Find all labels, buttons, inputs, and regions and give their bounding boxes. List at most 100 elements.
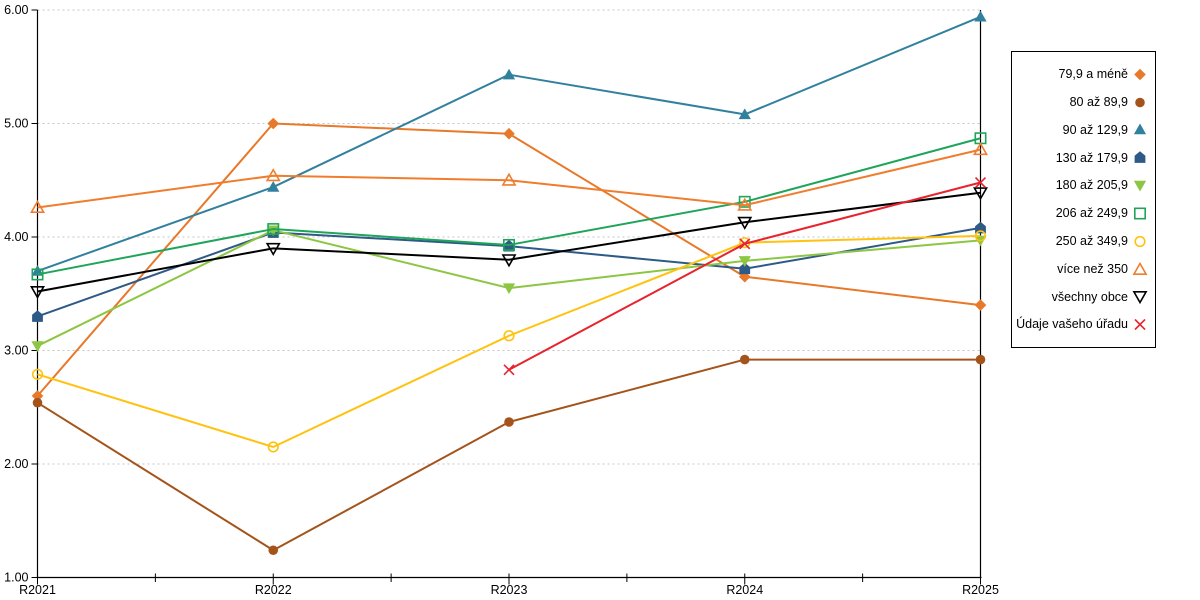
legend-item-label: 206 až 249,9: [1055, 206, 1128, 221]
data-point-marker: [267, 117, 280, 130]
legend-item-label: Údaje vašeho úřadu: [1016, 317, 1128, 332]
data-point-marker: [739, 354, 750, 365]
legend-item-6: 250 až 349,9: [1012, 234, 1155, 249]
data-point-marker: [1133, 123, 1147, 135]
y-tick-label: 3.00: [4, 344, 28, 358]
data-point-marker: [1135, 97, 1145, 107]
legend-marker-icon: [1133, 180, 1147, 192]
data-point-marker: [974, 299, 987, 311]
data-point-marker: [738, 195, 751, 208]
legend-marker-icon: [1132, 291, 1148, 305]
y-tick-label: 5.00: [4, 117, 28, 131]
data-point-marker: [30, 199, 45, 213]
legend-item-label: více než 350: [1057, 261, 1128, 276]
data-point-marker: [265, 168, 281, 182]
legend-marker-icon: [1134, 151, 1146, 164]
legend-item-1: 80 až 89,9: [1012, 95, 1155, 110]
data-point-marker: [31, 268, 44, 281]
legend-item-label: 130 až 179,9: [1055, 150, 1128, 165]
series-line: [37, 191, 981, 293]
legend-marker-icon: [1134, 319, 1146, 331]
data-point-marker: [31, 368, 44, 380]
data-point-marker: [975, 354, 986, 365]
data-point-marker: [1134, 68, 1146, 81]
data-point-marker: [738, 270, 751, 283]
data-point-marker: [32, 397, 43, 408]
x-tick-label: R2024: [726, 583, 763, 597]
data-point-marker: [267, 181, 280, 192]
data-point-marker: [973, 141, 988, 156]
data-point-marker: [31, 341, 44, 352]
data-point-marker: [503, 364, 515, 376]
legend-marker-icon: [1134, 235, 1146, 247]
legend-item-7: více než 350: [1012, 261, 1155, 277]
series-line: [37, 148, 981, 209]
data-point-marker: [1134, 235, 1146, 247]
data-point-marker: [739, 238, 751, 250]
y-tick-label: 4.00: [4, 230, 28, 244]
data-point-marker: [503, 127, 515, 140]
data-point-marker: [32, 310, 43, 322]
data-point-marker: [502, 238, 515, 251]
data-point-marker: [1132, 261, 1148, 275]
x-tick-label: R2022: [255, 583, 292, 597]
data-point-marker: [974, 10, 987, 22]
series-8: [30, 187, 988, 300]
legend-marker-icon: [1135, 97, 1145, 107]
legend-item-5: 206 až 249,9: [1012, 206, 1155, 221]
data-point-marker: [267, 225, 280, 237]
data-point-marker: [1134, 319, 1146, 331]
data-point-marker: [267, 441, 279, 453]
legend-item-0: 79,9 a méně: [1012, 67, 1155, 82]
data-point-marker: [738, 256, 751, 267]
x-tick-label: R2025: [962, 583, 999, 597]
legend-item-2: 90 až 129,9: [1012, 122, 1155, 137]
data-point-marker: [737, 197, 753, 211]
data-point-marker: [737, 216, 753, 230]
legend-marker-icon: [1132, 261, 1148, 275]
data-point-marker: [502, 283, 516, 295]
series-9: [503, 176, 987, 376]
data-point-marker: [974, 176, 987, 189]
legend-marker-icon: [1133, 207, 1146, 220]
legend-marker-icon: [1133, 123, 1147, 135]
x-tick-label: R2021: [19, 583, 56, 597]
legend-marker-icon: [1134, 68, 1146, 81]
data-point-marker: [267, 223, 280, 236]
legend-item-label: 80 až 89,9: [1069, 94, 1128, 109]
y-tick-label: 6.00: [4, 3, 28, 17]
y-tick-label: 1.00: [4, 571, 28, 585]
chart-legend: 79,9 a méně 80 až 89,9 90 až 129,9 130 až 1…: [1011, 51, 1156, 348]
legend-item-label: 250 až 349,9: [1055, 233, 1128, 248]
data-point-marker: [501, 254, 517, 268]
legend-item-label: 79,9 a méně: [1058, 67, 1129, 82]
data-point-marker: [268, 545, 279, 556]
data-point-marker: [1133, 207, 1146, 220]
data-point-marker: [31, 390, 44, 402]
data-point-marker: [974, 230, 987, 242]
y-tick-label: 2.00: [4, 457, 28, 471]
data-point-marker: [501, 172, 517, 186]
legend-item-3: 130 až 179,9: [1012, 150, 1155, 165]
data-point-marker: [503, 330, 515, 342]
legend-item-label: 180 až 205,9: [1055, 178, 1128, 193]
data-point-marker: [975, 221, 986, 234]
data-point-marker: [1133, 180, 1147, 192]
data-point-marker: [1134, 151, 1146, 164]
data-point-marker: [504, 417, 514, 427]
series-line: [37, 234, 981, 448]
series-line: [36, 358, 981, 552]
data-point-marker: [738, 108, 751, 120]
legend-item-label: všechny obce: [1051, 289, 1128, 304]
data-point-marker: [739, 262, 751, 275]
legend-item-8: všechny obce: [1012, 289, 1155, 305]
series-4: [31, 225, 987, 352]
data-point-marker: [265, 242, 281, 256]
series-5: [31, 132, 987, 281]
data-point-marker: [973, 187, 988, 201]
series-7: [30, 141, 988, 213]
legend-item-label: 90 až 129,9: [1062, 122, 1128, 137]
data-point-marker: [30, 285, 45, 300]
